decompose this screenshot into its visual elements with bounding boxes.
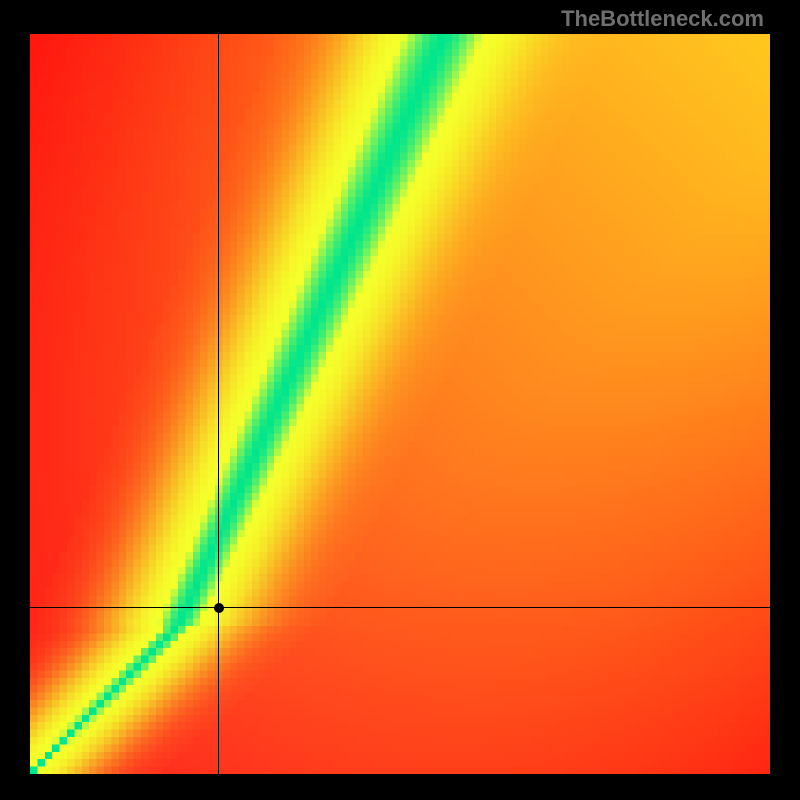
heatmap-canvas: [30, 34, 770, 774]
watermark-text: TheBottleneck.com: [561, 6, 764, 32]
crosshair-point: [214, 603, 224, 613]
crosshair-vertical: [218, 34, 219, 774]
chart-container: TheBottleneck.com: [0, 0, 800, 800]
crosshair-horizontal: [30, 607, 770, 608]
